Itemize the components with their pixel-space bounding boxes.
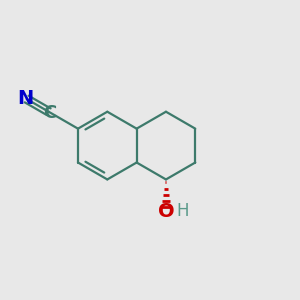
Text: C: C	[44, 104, 57, 122]
Text: O: O	[158, 202, 174, 221]
Text: N: N	[18, 88, 34, 108]
Text: H: H	[176, 202, 188, 220]
